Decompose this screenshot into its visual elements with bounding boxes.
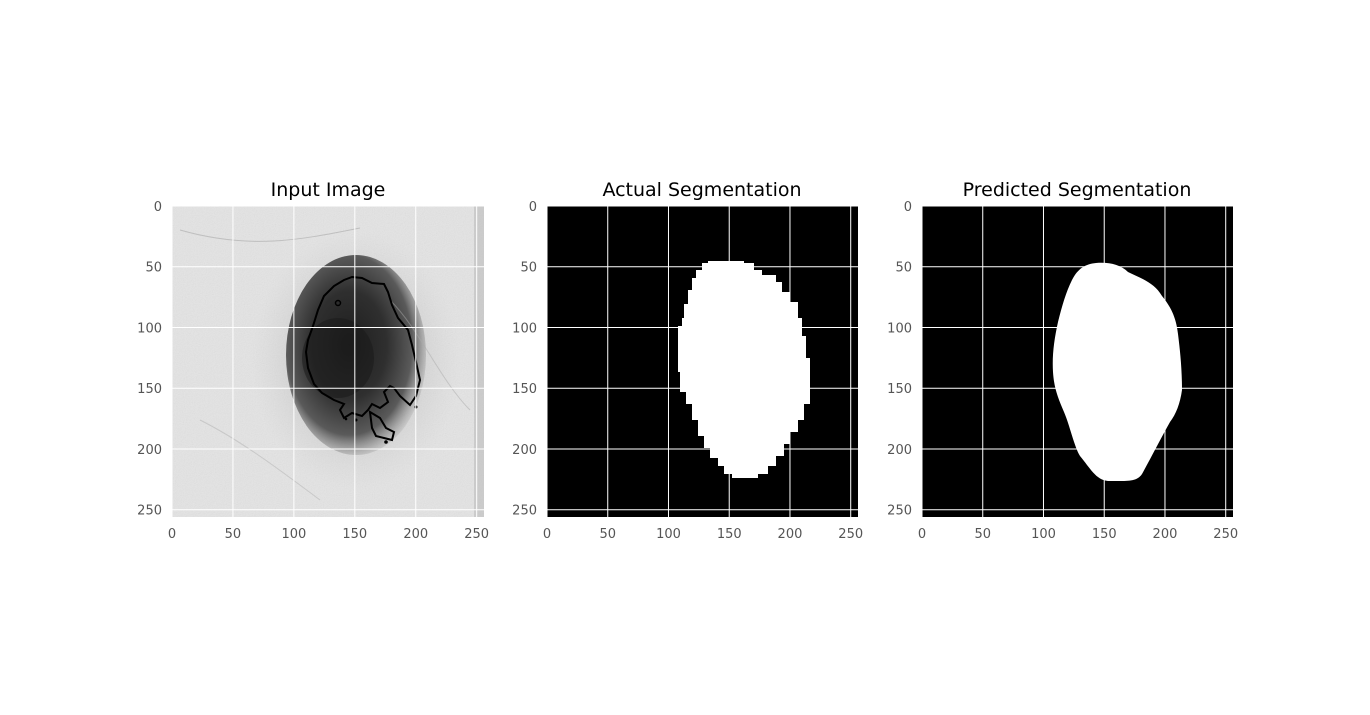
y-tick-label: 200 — [137, 443, 162, 458]
x-tick-label: 150 — [1092, 527, 1117, 542]
x-tick-label: 0 — [543, 527, 551, 542]
x-tick-label: 100 — [281, 527, 306, 542]
ticks-actual: 0 50 100 150 200 250 0 50 100 150 200 250 — [512, 200, 863, 542]
y-tick-label: 250 — [137, 504, 162, 519]
y-tick-label: 100 — [887, 321, 912, 336]
panel-title-actual: Actual Segmentation — [602, 179, 801, 201]
y-tick-label: 0 — [529, 200, 537, 215]
y-tick-label: 50 — [145, 261, 162, 276]
y-tick-label: 0 — [154, 200, 162, 215]
x-tick-label: 250 — [464, 527, 489, 542]
lesion-contour — [304, 275, 422, 420]
y-tick-label: 100 — [512, 321, 537, 336]
y-tick-label: 150 — [137, 382, 162, 397]
x-tick-label: 50 — [974, 527, 991, 542]
ticks-input: 0 50 100 150 200 250 0 50 100 150 200 250 — [137, 200, 489, 542]
ticks-predicted: 0 50 100 150 200 250 0 50 100 150 200 250 — [887, 200, 1238, 542]
y-tick-label: 50 — [520, 261, 537, 276]
actual-mask-region — [678, 261, 810, 478]
x-tick-label: 0 — [918, 527, 926, 542]
x-tick-label: 200 — [403, 527, 428, 542]
y-tick-label: 100 — [137, 321, 162, 336]
y-tick-label: 250 — [887, 504, 912, 519]
input-image — [172, 206, 484, 517]
x-tick-label: 100 — [656, 527, 681, 542]
y-tick-label: 200 — [887, 443, 912, 458]
grid-actual — [546, 205, 858, 517]
x-tick-label: 50 — [225, 527, 242, 542]
x-tick-label: 150 — [717, 527, 742, 542]
y-tick-label: 200 — [512, 443, 537, 458]
panel-title-predicted: Predicted Segmentation — [963, 179, 1192, 201]
x-tick-label: 250 — [838, 527, 863, 542]
x-tick-label: 200 — [778, 527, 803, 542]
x-tick-label: 150 — [342, 527, 367, 542]
grid-input — [171, 205, 484, 517]
predicted-mask — [922, 206, 1233, 517]
y-tick-label: 150 — [887, 382, 912, 397]
x-tick-label: 50 — [599, 527, 616, 542]
panel-title-input: Input Image — [271, 179, 386, 201]
y-tick-label: 150 — [512, 382, 537, 397]
grid-predicted — [921, 205, 1233, 517]
x-tick-label: 0 — [168, 527, 176, 542]
x-tick-label: 100 — [1031, 527, 1056, 542]
x-tick-label: 250 — [1213, 527, 1238, 542]
y-tick-label: 50 — [895, 261, 912, 276]
predicted-mask-region — [1052, 262, 1182, 481]
panel-predicted-segmentation: Predicted Segmentation 0 50 100 150 200 250 0 5… — [887, 179, 1238, 542]
actual-mask — [547, 206, 858, 517]
y-tick-label: 0 — [904, 200, 912, 215]
panel-actual-segmentation: Actual Segmentation 0 50 100 150 200 250 0 50 10… — [512, 179, 863, 542]
y-tick-label: 250 — [512, 504, 537, 519]
x-tick-label: 200 — [1153, 527, 1178, 542]
